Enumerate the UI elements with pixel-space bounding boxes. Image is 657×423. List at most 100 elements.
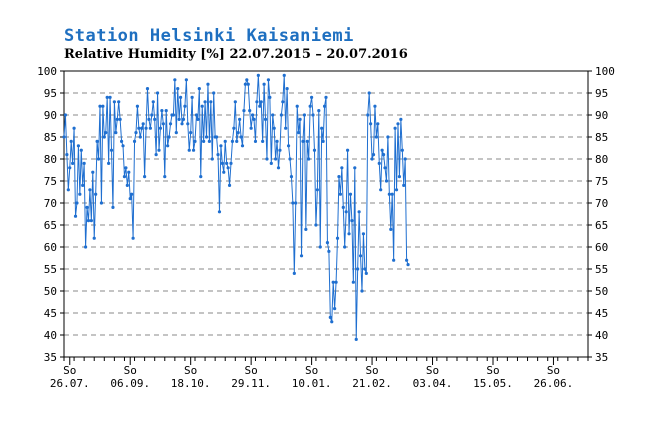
data-point	[374, 135, 378, 139]
x-tick-weekday: So	[184, 364, 197, 377]
data-point	[75, 201, 79, 205]
data-point	[294, 201, 298, 205]
data-point	[109, 148, 114, 152]
data-point	[371, 153, 376, 157]
data-point	[240, 144, 245, 148]
data-point	[204, 135, 209, 139]
y-tick-label: 85	[44, 131, 57, 144]
data-point	[384, 179, 389, 183]
data-point	[281, 100, 285, 104]
data-point	[203, 100, 207, 104]
data-point	[338, 192, 342, 196]
data-point	[302, 113, 307, 117]
data-point	[122, 175, 127, 179]
data-point	[256, 73, 260, 77]
data-point	[173, 78, 177, 82]
data-point	[210, 157, 214, 161]
y-tick-label: 55	[44, 263, 57, 276]
data-point	[86, 219, 91, 223]
data-point	[392, 258, 396, 262]
data-point	[386, 135, 390, 139]
series-humidity	[62, 73, 410, 341]
data-point	[81, 183, 85, 187]
data-point	[220, 161, 224, 165]
data-point	[390, 192, 394, 196]
data-point	[325, 241, 330, 245]
data-point	[279, 113, 283, 117]
data-point	[354, 337, 358, 341]
data-point	[68, 166, 72, 170]
y-tick-label-right: 75	[595, 175, 608, 188]
data-point	[269, 161, 273, 165]
y-tick-label-right: 100	[595, 65, 615, 78]
data-point	[138, 135, 142, 139]
data-point	[141, 122, 145, 126]
data-point	[262, 82, 266, 86]
data-point	[135, 104, 140, 108]
y-tick-label-right: 95	[595, 87, 608, 100]
data-point	[132, 139, 137, 143]
y-tick-label-right: 60	[595, 241, 608, 254]
y-tick-label-right: 55	[595, 263, 608, 276]
data-point	[361, 232, 366, 236]
data-point	[289, 175, 294, 179]
data-point	[144, 126, 148, 130]
data-point	[350, 219, 354, 223]
data-point	[166, 144, 170, 148]
data-point	[226, 166, 230, 170]
data-point	[94, 192, 98, 196]
data-point	[187, 148, 191, 152]
y-tick-label: 35	[44, 351, 57, 364]
data-point	[397, 175, 402, 179]
data-point	[308, 104, 312, 108]
data-point	[76, 144, 80, 148]
data-point	[222, 170, 226, 174]
data-point	[376, 122, 380, 126]
data-point	[250, 113, 255, 117]
data-point	[180, 122, 184, 126]
data-point	[245, 78, 249, 82]
data-point	[282, 73, 286, 77]
data-point	[266, 78, 271, 82]
data-point	[71, 161, 75, 165]
data-point	[111, 205, 115, 209]
data-point	[107, 161, 111, 165]
data-point	[351, 280, 355, 284]
y-tick-label: 60	[44, 241, 57, 254]
data-point	[248, 109, 252, 113]
data-point	[249, 126, 253, 130]
data-point	[328, 315, 332, 319]
data-point	[88, 188, 92, 192]
x-tick-date: 29.11.	[231, 377, 271, 390]
data-point	[304, 227, 308, 231]
data-point	[206, 82, 210, 86]
y-tick-label: 80	[44, 153, 57, 166]
data-point	[353, 166, 357, 170]
data-point	[157, 148, 161, 152]
data-point	[406, 263, 410, 267]
y-tick-label-right: 65	[595, 219, 608, 232]
data-point	[193, 139, 197, 143]
data-point	[337, 175, 341, 179]
data-point	[394, 188, 399, 192]
data-point	[179, 95, 183, 99]
data-point	[396, 122, 400, 126]
data-point	[223, 139, 227, 143]
data-point	[83, 245, 88, 249]
data-point	[189, 131, 193, 135]
data-point	[197, 87, 201, 91]
data-point	[315, 188, 319, 192]
data-point	[216, 153, 220, 157]
data-point	[284, 126, 288, 130]
data-point	[212, 91, 216, 95]
data-point	[164, 109, 168, 113]
data-point	[230, 139, 235, 143]
data-point	[377, 161, 381, 165]
data-point	[243, 82, 247, 86]
data-point	[121, 144, 125, 148]
data-point	[334, 280, 338, 284]
data-point	[153, 117, 157, 121]
y-tick-label-right: 80	[595, 153, 608, 166]
data-point	[253, 139, 258, 143]
